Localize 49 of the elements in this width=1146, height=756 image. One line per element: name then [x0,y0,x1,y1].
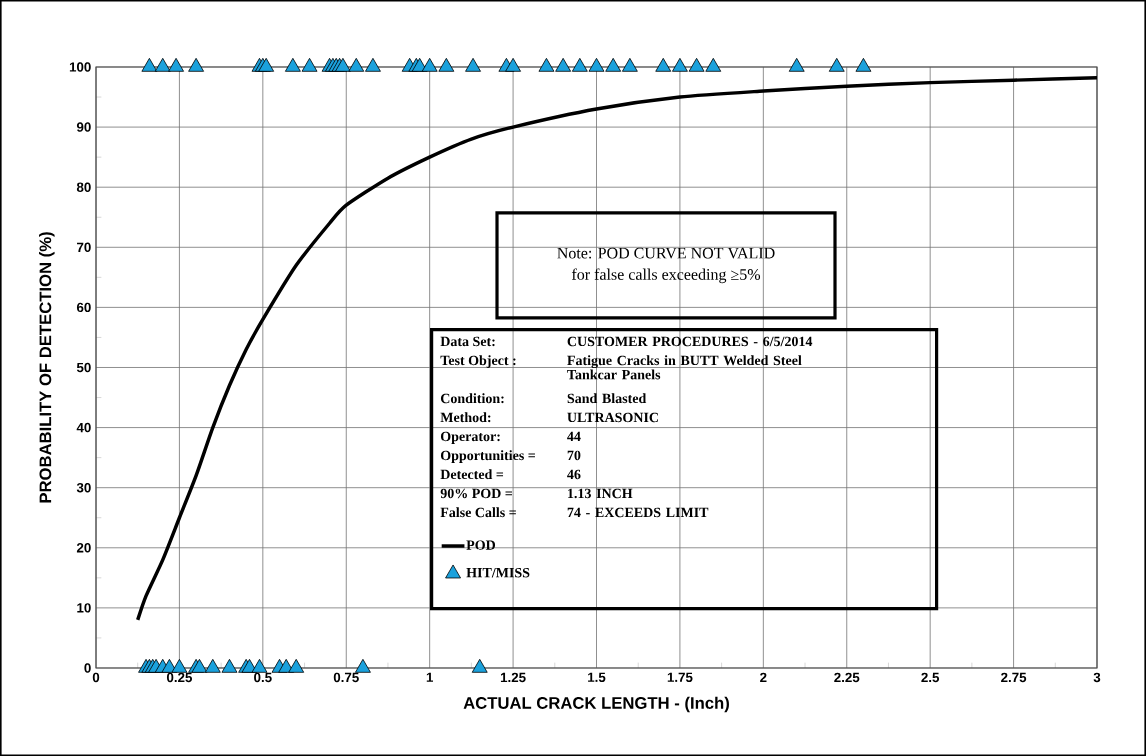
y-tick-label: 70 [77,242,91,252]
x-axis-title: ACTUAL CRACK LENGTH - (Inch) [463,696,729,713]
y-tick-label: 40 [76,422,91,433]
y-tick-label: 30 [76,482,91,493]
annotation: 90% POD = [440,488,513,499]
annotation: 74 - EXCEEDS LIMIT [567,507,709,518]
x-tick-label: 1.75 [667,672,693,682]
y-tick-label: 80 [76,182,91,192]
annotation: False Calls = [440,507,516,518]
annotation: 1.13 INCH [568,488,633,499]
x-tick-label: 3 [1093,672,1101,683]
annotation: for false calls exceeding ≥5% [571,268,761,284]
x-tick-label: 2 [760,672,767,683]
y-axis-title: PROBABILITY OF DETECTION (%) [39,232,55,503]
annotation: ULTRASONIC [567,412,658,423]
annotation: CUSTOMER PROCEDURES - 6/5/2014 [567,336,813,347]
annotation: 44 [567,431,581,441]
legend-label: HIT/MISS [466,568,530,578]
line-series [135,76,1099,622]
x-tick-label: 1.25 [500,672,526,683]
annotation: Data Set: [440,336,495,347]
annotation: Operator: [440,431,500,444]
annotation: 46 [567,469,581,480]
y-tick-label: 20 [76,543,91,553]
x-tick-label: 0.75 [333,672,359,683]
annotation: Test Object : [440,355,516,368]
x-tick-label: 1.5 [588,672,606,682]
legend-label: POD [466,540,496,550]
y-tick-label: 10 [77,603,91,613]
annotation: Fatigue Cracks in BUTT Welded Steel Tankcar Panels [567,355,802,380]
y-tick-label: 60 [76,302,91,313]
x-tick-label: 0.5 [254,672,272,683]
annotation: Condition: [440,393,504,404]
annotation: Sand Blasted [567,393,647,404]
y-tick-label: 100 [69,62,91,72]
annotation: Note: POD CURVE NOT VALID [557,247,775,259]
annotation: 70 [567,450,581,461]
x-tick-label: 2.5 [921,672,940,683]
x-tick-label: 1 [426,672,434,682]
annotation: Opportunities = [440,450,535,463]
annotation: Detected = [440,469,504,480]
annotation: Method: [440,412,491,423]
x-tick-label: 0.25 [166,672,193,683]
x-tick-label: 2.25 [834,672,860,683]
x-tick-label: 2.75 [1001,672,1027,683]
x-tick-label: 0 [92,672,100,683]
y-tick-label: 90 [76,122,91,132]
y-tick-label: 0 [84,663,91,673]
y-tick-label: 50 [76,362,91,373]
